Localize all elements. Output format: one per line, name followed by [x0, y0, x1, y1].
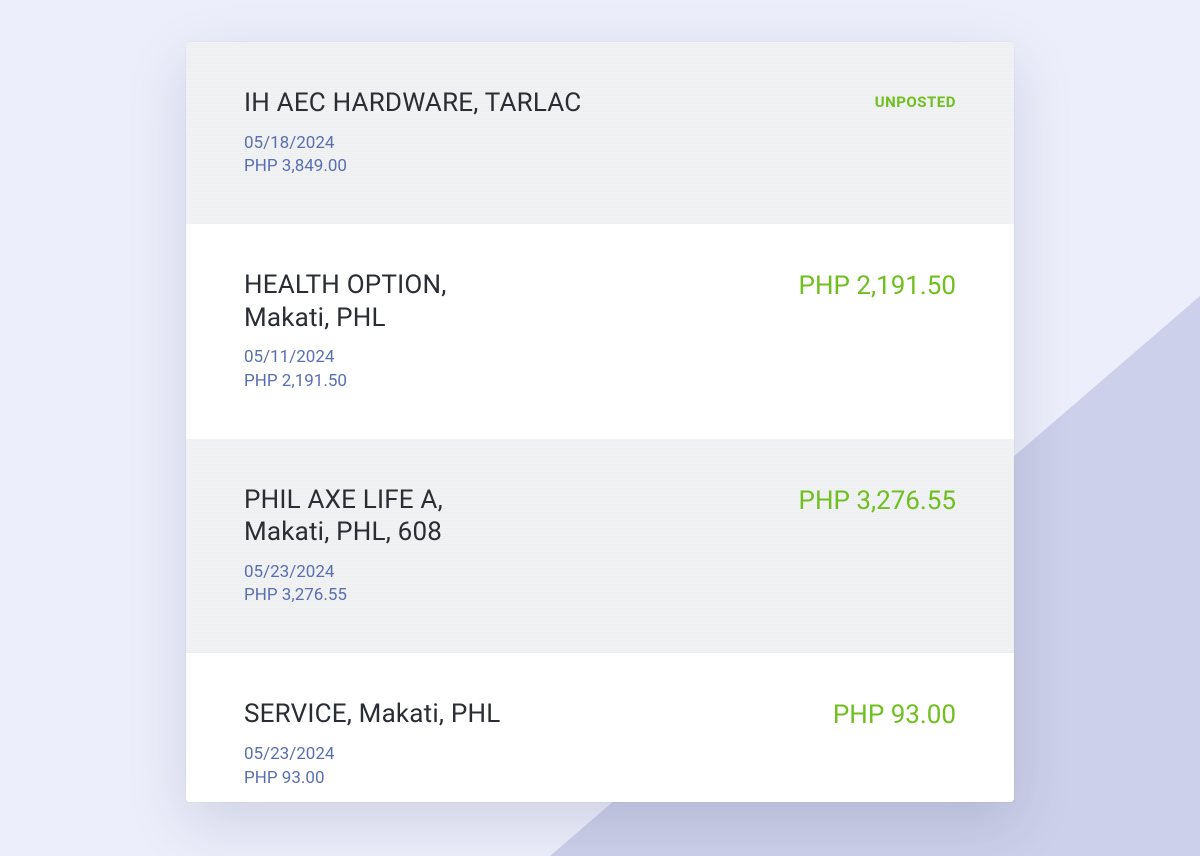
transactions-card: IH AEC HARDWARE, TARLAC 05/18/2024 PHP 3… — [186, 42, 1014, 802]
merchant-name: IH AEC HARDWARE, TARLAC — [244, 87, 855, 120]
transaction-amount: PHP 3,276.55 — [799, 484, 956, 516]
transaction-row[interactable]: PHIL AXE LIFE A, Makati, PHL, 608 05/23/… — [186, 439, 1014, 654]
merchant-line1: HEALTH OPTION, — [244, 270, 447, 300]
transaction-row[interactable]: IH AEC HARDWARE, TARLAC 05/18/2024 PHP 3… — [186, 42, 1014, 224]
transaction-amount-meta: PHP 3,849.00 — [244, 155, 855, 179]
transaction-amount-meta: PHP 93.00 — [244, 767, 813, 791]
transaction-date: 05/18/2024 — [244, 132, 855, 156]
transaction-amount: PHP 93.00 — [833, 698, 956, 730]
merchant-line2: Makati, PHL — [244, 302, 779, 335]
transaction-row[interactable]: SERVICE, Makati, PHL 05/23/2024 PHP 93.0… — [186, 653, 1014, 802]
transaction-date: 05/23/2024 — [244, 561, 779, 585]
merchant-line1: PHIL AXE LIFE A, — [244, 485, 443, 515]
merchant-name: PHIL AXE LIFE A, Makati, PHL, 608 — [244, 484, 779, 549]
merchant-name: HEALTH OPTION, Makati, PHL — [244, 269, 779, 334]
transaction-amount-meta: PHP 3,276.55 — [244, 584, 779, 608]
merchant-name: SERVICE, Makati, PHL — [244, 698, 813, 731]
merchant-line2: Makati, PHL, 608 — [244, 516, 779, 549]
transaction-date: 05/23/2024 — [244, 743, 813, 767]
transaction-row[interactable]: HEALTH OPTION, Makati, PHL 05/11/2024 PH… — [186, 224, 1014, 439]
status-badge: UNPOSTED — [875, 87, 956, 111]
transaction-date: 05/11/2024 — [244, 346, 779, 370]
transaction-amount: PHP 2,191.50 — [799, 269, 956, 301]
merchant-line1: SERVICE, Makati, PHL — [244, 699, 500, 729]
merchant-line1: IH AEC HARDWARE, TARLAC — [244, 88, 581, 118]
transaction-amount-meta: PHP 2,191.50 — [244, 370, 779, 394]
